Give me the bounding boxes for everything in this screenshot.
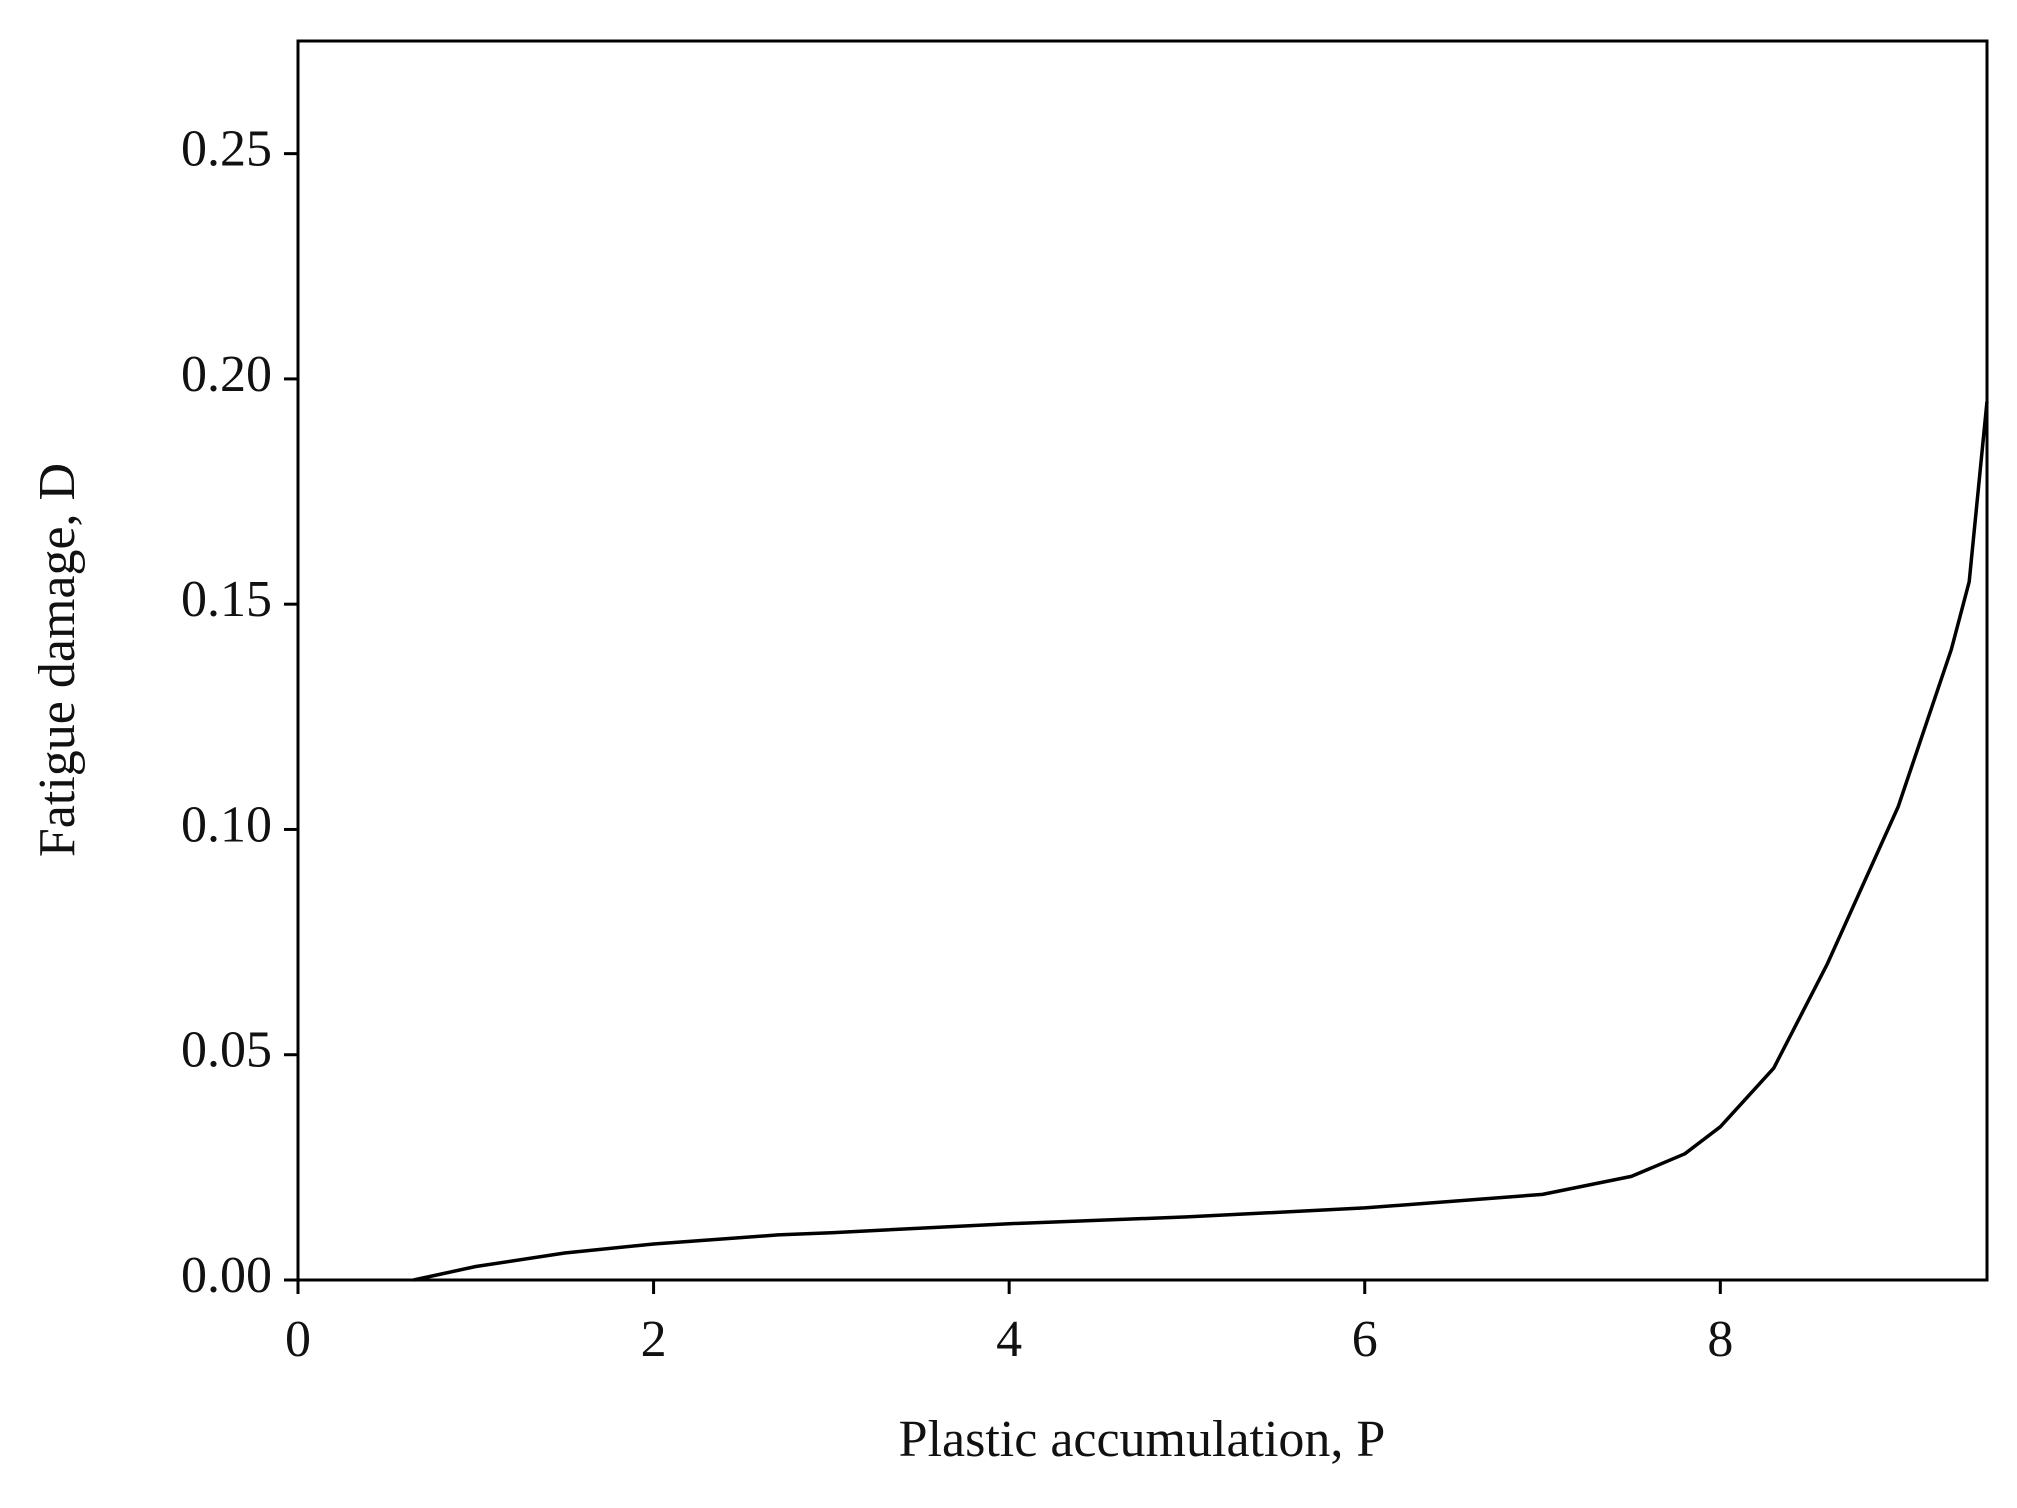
- y-tick-label: 0.00: [181, 1247, 272, 1304]
- y-axis-label: Fatigue damage, D: [29, 463, 86, 857]
- data-line: [413, 401, 1989, 1282]
- x-tick-label: 6: [1352, 1311, 1378, 1368]
- x-tick-label: 8: [1707, 1311, 1733, 1368]
- y-tick-label: 0.20: [181, 346, 272, 403]
- x-tick-label: 4: [996, 1311, 1022, 1368]
- y-tick-label: 0.10: [181, 796, 272, 853]
- y-tick-label: 0.15: [181, 571, 272, 628]
- x-tick-label: 0: [285, 1311, 311, 1368]
- y-tick-label: 0.05: [181, 1022, 272, 1079]
- plot-frame: [296, 39, 1989, 1282]
- y-tick-label: 0.25: [181, 121, 272, 178]
- x-tick-label: 2: [641, 1311, 667, 1368]
- x-axis-label: Plastic accumulation, P: [899, 1411, 1386, 1468]
